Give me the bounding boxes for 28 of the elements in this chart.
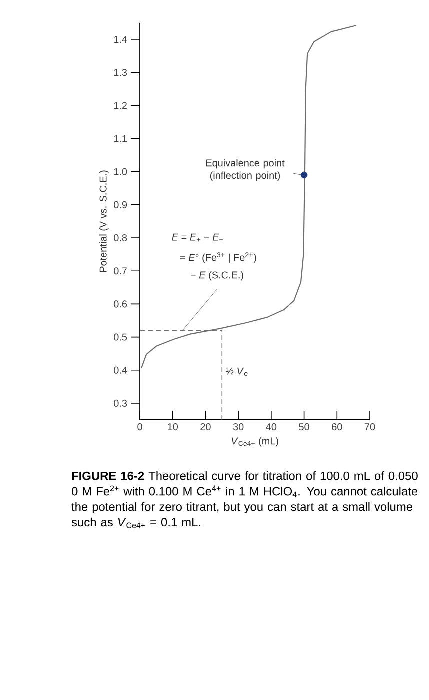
y-tick-label: 0.6 [114,300,128,308]
y-tick-label: 0.8 [114,234,128,242]
y-tick-label: 0.3 [114,400,128,407]
x-tick-label: 30 [233,424,244,431]
y-tick-label: 0.7 [114,268,127,275]
annotation: − E (S.C.E.) [190,271,244,281]
y-tick-label: 1.1 [114,135,128,142]
annotation: E = E$_{+}$ − E$_{−}$ [172,234,224,242]
y-tick-label: 0.4 [114,366,128,374]
x-tick-label: 50 [299,424,310,431]
annotation: = E° (Fe$^{3+}$ | Fe$^{2+}$) [180,252,256,264]
annotation: Equivalence point (inflection point) [206,159,285,182]
x-tick-label: 20 [200,424,211,431]
x-axis-title: V$_{Ce4+}$ (mL) [232,437,278,447]
y-tick-label: 1.4 [114,36,128,43]
x-tick-label: 0 [138,424,142,431]
x-tick-label: 10 [168,424,178,431]
x-tick-label: 70 [364,424,376,431]
y-tick-label: 0.9 [114,201,128,208]
y-tick-label: 1.2 [114,102,127,110]
y-tick-label: 1.0 [114,168,128,176]
y-tick-label: 1.3 [114,69,128,76]
x-tick-label: 60 [332,424,342,431]
x-tick-label: 40 [266,424,277,431]
ref-line-label: ½ V$_{e}$ [226,368,248,376]
y-tick-label: 0.5 [114,334,128,341]
text: FIGURE 16-2 Theoretical curve for titration of 100.0 mL of 0.050 0 M Fe$^{2+}$ with 0.100 M Ce$^{4+}$ in 1 M HClO$_{4}$. You cannot calculate the potential for zero titrant, but you can start at a small volume such as V$_{Ce4+}$ = 0.1 mL. [72,472,418,528]
y-axis-title: Potential (V vs. S.C.E.) [100,170,109,272]
